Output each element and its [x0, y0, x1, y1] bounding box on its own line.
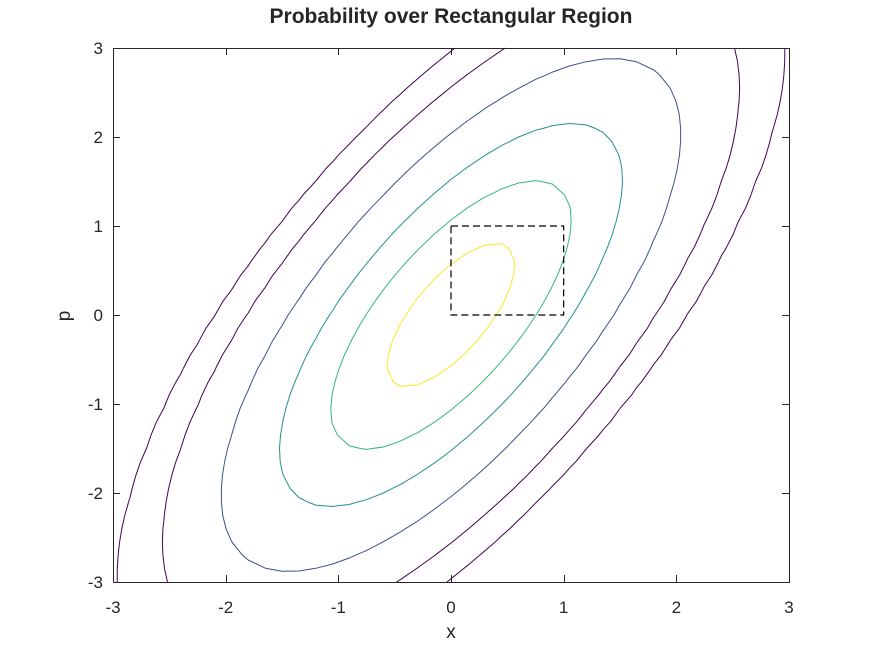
region-rectangle	[450, 225, 565, 316]
contour-line-level-3	[220, 58, 682, 572]
y-tick-label: -2	[88, 484, 103, 503]
y-tick-label: 2	[94, 128, 103, 147]
x-tick-label: 0	[446, 598, 455, 617]
y-tick-label: 1	[94, 217, 103, 236]
y-tick-label: -3	[88, 573, 103, 592]
x-tick-label: 2	[672, 598, 681, 617]
x-tick-label: -1	[331, 598, 346, 617]
x-axis-label: x	[446, 622, 456, 643]
contour-line-level-5	[330, 180, 572, 450]
y-tick-label: 3	[94, 39, 103, 58]
x-tick-label: 1	[559, 598, 568, 617]
contour-line-level-6	[386, 243, 516, 387]
contour-line-level-4	[279, 123, 623, 507]
y-axis-ticks: -3 -2 -1 0 1 2 3	[88, 39, 789, 592]
chart-title: Probability over Rectangular Region	[270, 5, 633, 28]
contour-line-level-2	[161, 47, 741, 583]
x-tick-label: -3	[105, 598, 120, 617]
y-tick-label: -1	[88, 395, 103, 414]
region-layer	[450, 225, 565, 316]
y-tick-label: 0	[94, 306, 103, 325]
x-tick-label: -2	[218, 598, 233, 617]
contour-lines	[116, 47, 786, 583]
x-tick-label: 3	[784, 598, 793, 617]
x-axis-ticks: -3 -2 -1 0 1 2 3	[105, 48, 794, 617]
contour-line-level-1	[116, 47, 786, 583]
y-axis-label: p	[54, 311, 75, 322]
